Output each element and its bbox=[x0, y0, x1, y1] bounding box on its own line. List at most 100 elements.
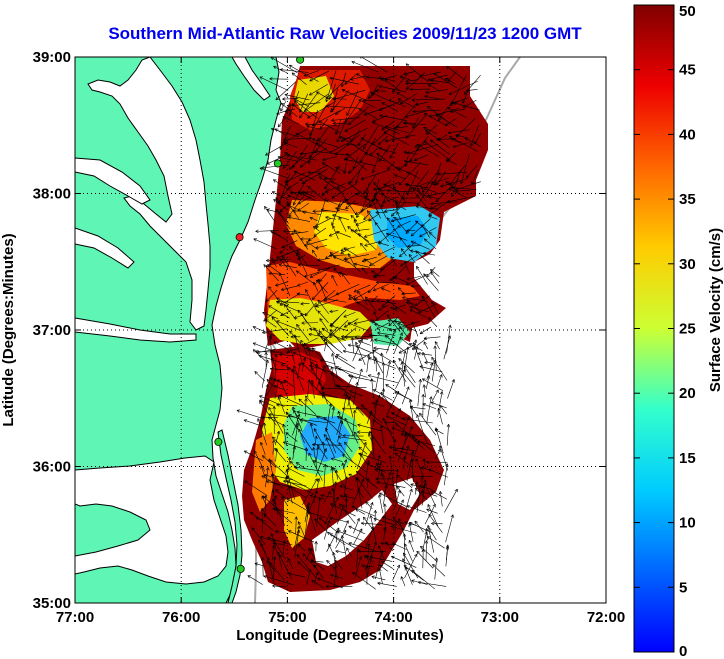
velocity-arrow-head bbox=[370, 378, 374, 382]
velocity-arrow bbox=[335, 469, 338, 480]
velocity-arrow bbox=[309, 70, 330, 82]
velocity-arrow-head bbox=[279, 250, 283, 254]
velocity-arrow bbox=[247, 575, 263, 585]
velocity-arrow bbox=[314, 435, 317, 446]
velocity-arrow-head bbox=[292, 445, 297, 450]
velocity-arrow bbox=[426, 509, 438, 514]
velocity-arrow bbox=[381, 352, 384, 364]
velocity-arrow-head bbox=[344, 335, 348, 340]
velocity-arrow-head bbox=[285, 411, 290, 416]
velocity-arrow bbox=[317, 257, 330, 261]
velocity-arrow bbox=[406, 170, 419, 196]
velocity-arrow-head bbox=[342, 434, 346, 438]
velocity-arrow-head bbox=[404, 120, 408, 125]
velocity-arrow bbox=[427, 105, 440, 116]
colorbar-tick-label: 15 bbox=[679, 450, 696, 467]
velocity-arrow-head bbox=[333, 481, 338, 485]
velocity-arrow-head bbox=[301, 362, 305, 366]
velocity-arrow-head bbox=[267, 264, 272, 268]
velocity-arrow bbox=[236, 409, 264, 419]
velocity-arrow bbox=[368, 213, 380, 222]
velocity-arrow bbox=[410, 250, 426, 255]
x-tick-label: 72:00 bbox=[587, 609, 625, 626]
velocity-arrow bbox=[376, 455, 380, 472]
velocity-arrow-head bbox=[371, 575, 375, 579]
velocity-arrow-head bbox=[380, 352, 384, 357]
velocity-arrow bbox=[430, 269, 440, 277]
velocity-arrow bbox=[332, 214, 349, 220]
velocity-arrow-head bbox=[332, 255, 337, 260]
velocity-arrow-head bbox=[282, 255, 286, 260]
velocity-arrow bbox=[401, 386, 410, 405]
velocity-arrow-head bbox=[304, 398, 308, 402]
velocity-arrow-head bbox=[424, 360, 428, 365]
velocity-arrow-head bbox=[299, 151, 304, 156]
velocity-arrow-head bbox=[389, 445, 393, 450]
velocity-arrow bbox=[331, 275, 338, 286]
velocity-arrow-head bbox=[330, 109, 334, 113]
velocity-arrow-head bbox=[288, 572, 292, 576]
velocity-arrow bbox=[255, 517, 267, 522]
velocity-arrow-head bbox=[422, 378, 426, 382]
velocity-arrow-head bbox=[280, 107, 284, 112]
velocity-arrow bbox=[415, 487, 428, 500]
velocity-arrow bbox=[348, 295, 357, 300]
velocity-arrow bbox=[287, 558, 294, 569]
velocity-arrow-head bbox=[405, 86, 410, 90]
velocity-arrow bbox=[275, 209, 289, 224]
velocity-arrow-head bbox=[416, 414, 420, 418]
velocity-arrow-head bbox=[400, 499, 404, 503]
velocity-arrow-head bbox=[311, 579, 315, 584]
velocity-arrow bbox=[283, 304, 297, 320]
velocity-arrow-head bbox=[272, 436, 276, 441]
velocity-arrow-head bbox=[366, 75, 370, 79]
velocity-arrow-head bbox=[396, 92, 400, 96]
velocity-arrow-head bbox=[286, 154, 290, 158]
velocity-arrow bbox=[372, 349, 395, 364]
velocity-arrow bbox=[358, 108, 378, 120]
velocity-arrow-head bbox=[261, 475, 265, 479]
velocity-arrow-head bbox=[341, 334, 345, 339]
velocity-arrow-head bbox=[266, 161, 271, 165]
velocity-arrow-head bbox=[400, 361, 404, 366]
velocity-arrow-head bbox=[381, 561, 385, 565]
velocity-arrow bbox=[266, 259, 291, 261]
velocity-arrow-head bbox=[378, 462, 383, 466]
velocity-arrow bbox=[412, 117, 420, 129]
velocity-arrow-head bbox=[274, 354, 278, 358]
velocity-arrow bbox=[341, 535, 348, 561]
velocity-arrow bbox=[406, 229, 416, 232]
velocity-arrow-head bbox=[263, 513, 267, 517]
velocity-arrow bbox=[371, 198, 381, 219]
velocity-arrow bbox=[437, 171, 468, 175]
velocity-arrow bbox=[340, 495, 356, 499]
velocity-arrow bbox=[257, 418, 268, 446]
velocity-arrow bbox=[339, 485, 353, 491]
velocity-arrow bbox=[281, 496, 288, 505]
velocity-arrow-head bbox=[311, 249, 316, 254]
velocity-arrow-head bbox=[279, 258, 283, 262]
velocity-arrow bbox=[366, 555, 373, 578]
velocity-arrow-head bbox=[405, 346, 410, 351]
velocity-arrow-head bbox=[415, 250, 419, 254]
velocity-arrow-head bbox=[283, 229, 287, 233]
velocity-arrow-head bbox=[329, 516, 333, 521]
velocity-arrow bbox=[357, 290, 368, 305]
velocity-arrow-head bbox=[354, 180, 359, 184]
velocity-arrow-head bbox=[374, 468, 378, 472]
velocity-arrow bbox=[376, 322, 390, 330]
velocity-arrow-head bbox=[316, 478, 321, 482]
velocity-arrow-head bbox=[381, 516, 386, 520]
velocity-arrow bbox=[430, 401, 447, 409]
velocity-arrow-head bbox=[430, 78, 434, 83]
velocity-arrow-head bbox=[422, 458, 427, 462]
velocity-chesapeake-mouth bbox=[266, 298, 372, 344]
velocity-arrow bbox=[384, 335, 404, 351]
velocity-arrow-head bbox=[349, 180, 353, 184]
velocity-arrow bbox=[353, 290, 370, 300]
velocity-arrow-head bbox=[393, 522, 398, 526]
velocity-arrow-head bbox=[448, 91, 453, 95]
velocity-arrow-head bbox=[396, 564, 400, 569]
velocity-arrow-head bbox=[440, 184, 444, 188]
velocity-arrow bbox=[394, 201, 418, 204]
